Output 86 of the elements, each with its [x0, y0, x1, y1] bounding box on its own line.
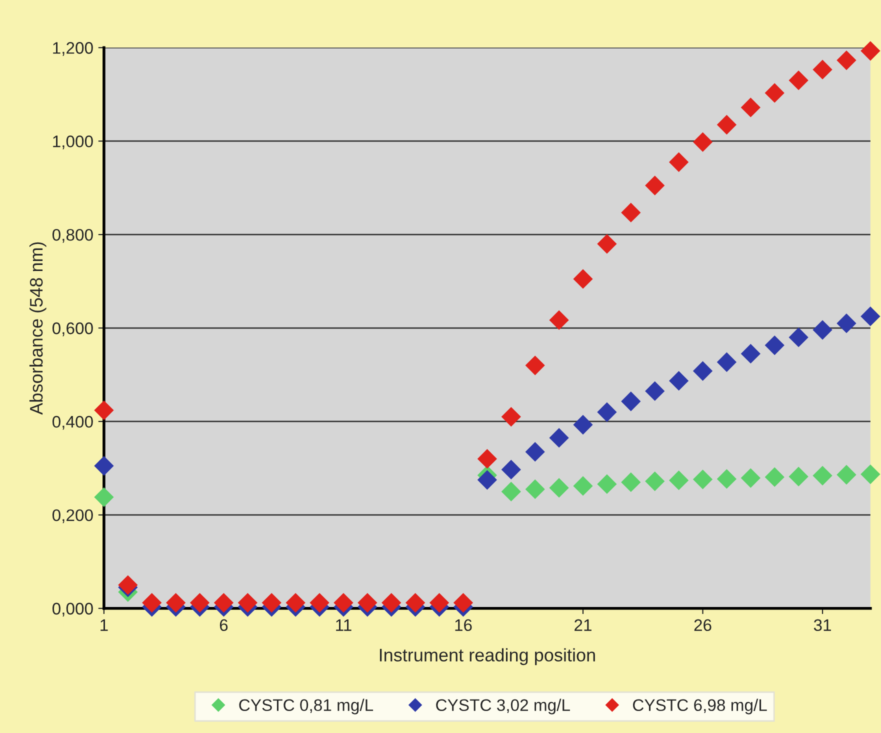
- point: [286, 592, 306, 613]
- y-tick-label: 0,200: [52, 509, 93, 524]
- point: [573, 414, 593, 435]
- point: [549, 310, 569, 330]
- point: [94, 400, 114, 420]
- point: [621, 392, 641, 412]
- point: [501, 406, 521, 427]
- x-tick-label: 6: [220, 619, 228, 632]
- y-tick-label: 1,200: [53, 42, 93, 56]
- point: [836, 50, 856, 70]
- point: [190, 592, 210, 613]
- point: [166, 592, 186, 613]
- y-tick-label: 0,000: [52, 602, 93, 617]
- y-tick-label: 1,000: [53, 136, 93, 150]
- point: [429, 592, 450, 613]
- y-tick-label: 0,400: [52, 416, 93, 430]
- point: [716, 352, 737, 372]
- legend-label: CYSTC 6,98 mg/L: [633, 698, 767, 714]
- point: [310, 592, 330, 613]
- x-tick-label: 11: [336, 619, 352, 631]
- point: [860, 41, 880, 61]
- point: [406, 592, 426, 613]
- x-tick-label: 21: [574, 619, 592, 631]
- point: [525, 356, 545, 376]
- point: [812, 320, 832, 340]
- point: [764, 467, 784, 487]
- point: [716, 114, 737, 135]
- point: [836, 314, 856, 334]
- point: [645, 176, 665, 196]
- point: [477, 470, 498, 490]
- point: [94, 456, 114, 476]
- point: [621, 202, 641, 222]
- point: [668, 470, 689, 490]
- point: [573, 476, 593, 496]
- point: [501, 482, 521, 502]
- point: [645, 471, 665, 492]
- x-axis-title: Instrument reading position: [380, 648, 595, 666]
- point: [645, 381, 665, 401]
- point: [525, 479, 545, 500]
- legend-label: CYSTC 3,02 mg/L: [436, 698, 570, 714]
- point: [334, 592, 354, 613]
- point: [812, 60, 832, 80]
- point: [597, 234, 617, 254]
- point: [740, 98, 760, 118]
- x-tick-label: 16: [455, 619, 472, 632]
- point: [860, 464, 880, 484]
- point: [477, 449, 498, 469]
- point: [94, 487, 114, 507]
- point: [382, 592, 402, 613]
- point: [597, 474, 617, 494]
- point: [453, 592, 474, 613]
- point: [692, 470, 713, 490]
- point: [788, 328, 808, 348]
- point: [549, 478, 569, 498]
- y-axis-title: Absorbance (548 nm): [29, 242, 46, 415]
- point: [214, 592, 234, 613]
- point: [836, 464, 856, 485]
- point: [668, 371, 689, 391]
- point: [621, 472, 641, 492]
- point: [597, 402, 617, 422]
- point: [740, 344, 760, 364]
- legend-label: CYSTC 0,81 mg/L: [239, 698, 374, 714]
- point: [501, 460, 521, 480]
- x-tick-label: 1: [100, 619, 108, 631]
- x-tick-label: 26: [694, 619, 712, 632]
- point: [788, 70, 808, 90]
- point: [525, 442, 545, 462]
- point: [740, 468, 760, 488]
- x-tick-label: 31: [814, 619, 831, 632]
- point: [238, 592, 258, 613]
- y-tick-label: 0,800: [52, 228, 93, 243]
- point: [692, 132, 713, 152]
- point: [358, 592, 378, 613]
- point: [692, 361, 713, 381]
- point: [142, 592, 162, 613]
- point: [262, 592, 282, 613]
- point: [788, 466, 808, 486]
- point: [812, 466, 832, 486]
- point: [668, 152, 689, 172]
- point: [764, 335, 784, 356]
- point: [860, 306, 880, 326]
- point: [764, 83, 784, 103]
- point: [716, 469, 737, 489]
- point: [573, 269, 593, 289]
- point: [549, 428, 569, 448]
- y-tick-label: 0,600: [52, 322, 93, 336]
